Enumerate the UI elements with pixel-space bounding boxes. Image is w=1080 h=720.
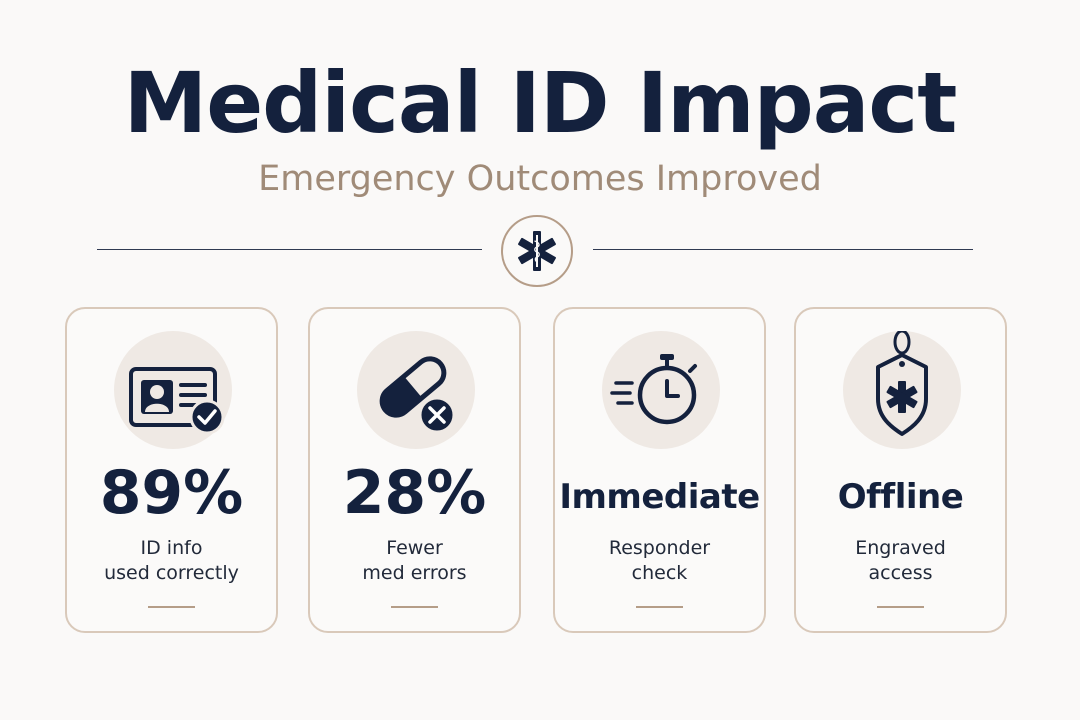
stat-description-line-1: Engraved [855, 537, 946, 559]
accent-underline [391, 606, 438, 608]
divider-right [593, 249, 973, 250]
stat-description-line-2: med errors [362, 562, 467, 584]
stat-value: 89% [99, 458, 244, 528]
accent-underline [636, 606, 683, 608]
stat-card-id-info: 89% ID info used correctly [65, 307, 278, 633]
stat-value: Immediate [559, 477, 760, 517]
stat-description-line-2: used correctly [104, 562, 239, 584]
stat-description: Engraved access [796, 536, 1005, 586]
stat-description: Responder check [555, 536, 764, 586]
id-card-check-icon [129, 367, 225, 435]
icon-badge [602, 331, 720, 449]
star-of-life-icon [518, 231, 556, 271]
engraved-tag-icon [876, 331, 928, 436]
accent-underline [877, 606, 924, 608]
stat-description-line-1: Fewer [386, 537, 443, 559]
icon-badge [843, 331, 961, 449]
stat-card-engraved-access: Offline Engraved access [794, 307, 1007, 633]
pill-cross-icon [379, 356, 456, 434]
star-of-life-emblem [501, 215, 573, 287]
stat-description-line-2: access [868, 562, 933, 584]
stat-description-line-2: check [631, 562, 688, 584]
page-subtitle: Emergency Outcomes Improved [258, 159, 822, 199]
stat-value: 28% [342, 458, 487, 528]
icon-badge [357, 331, 475, 449]
stat-card-responder-check: Immediate Responder check [553, 307, 766, 633]
accent-underline [148, 606, 195, 608]
divider-left [97, 249, 482, 250]
icon-badge [114, 331, 232, 449]
stat-description: Fewer med errors [310, 536, 519, 586]
stat-card-med-errors: 28% Fewer med errors [308, 307, 521, 633]
stopwatch-icon [610, 354, 697, 425]
stat-description: ID info used correctly [67, 536, 276, 586]
page-title: Medical ID Impact [123, 54, 958, 152]
stat-value: Offline [837, 477, 964, 517]
stat-description-line-1: ID info [140, 537, 203, 559]
stat-description-line-1: Responder [608, 537, 711, 559]
